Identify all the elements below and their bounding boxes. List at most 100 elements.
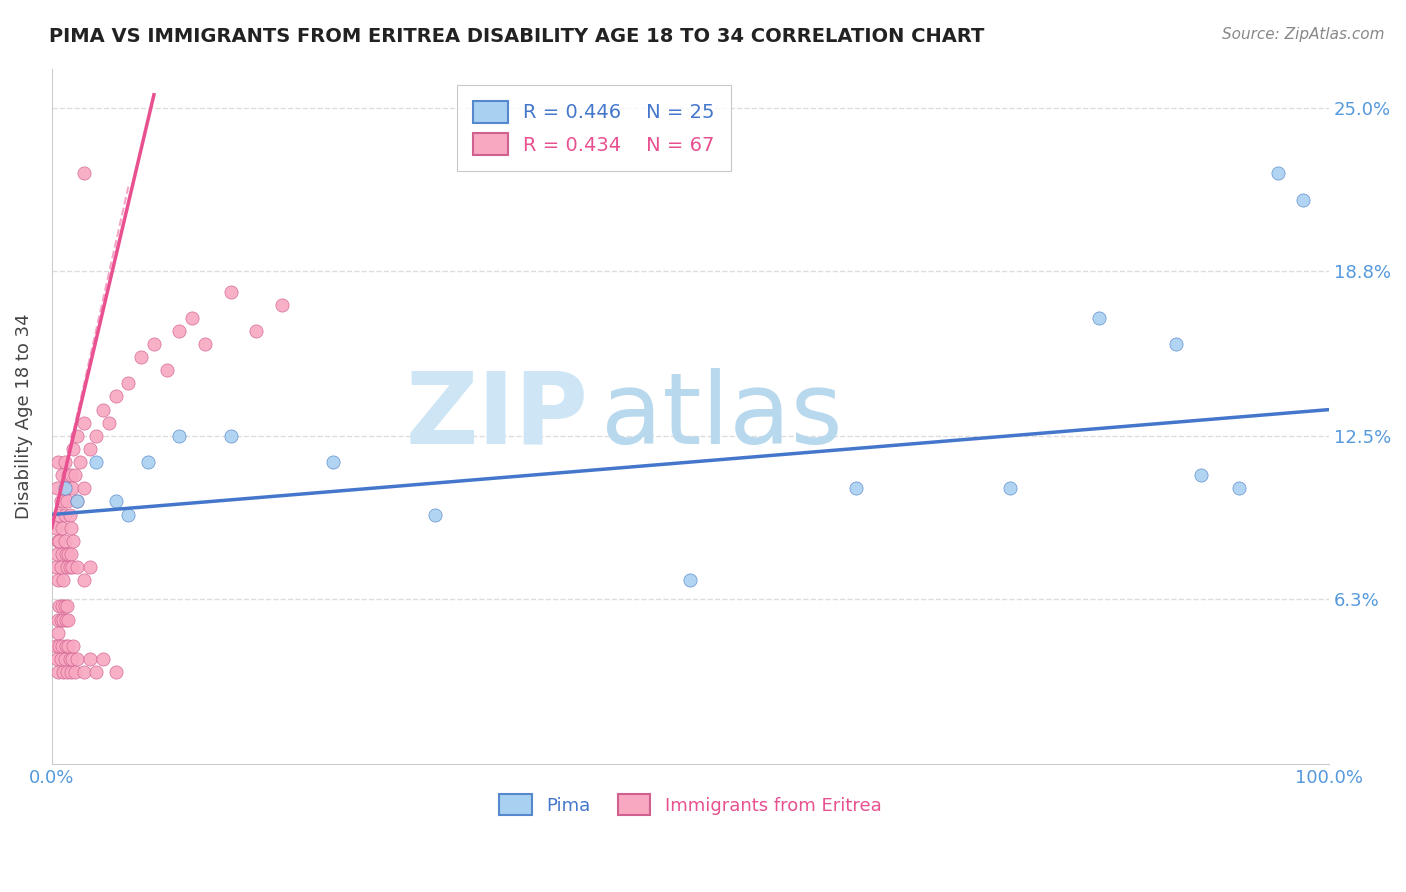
- Point: [117, 508, 139, 522]
- Point: [58, 613, 80, 627]
- Point: [1088, 310, 1111, 325]
- Point: [169, 429, 191, 443]
- Point: [998, 481, 1021, 495]
- Point: [49, 652, 72, 666]
- Point: [60, 560, 83, 574]
- Point: [117, 376, 139, 391]
- Point: [181, 310, 204, 325]
- Point: [104, 389, 127, 403]
- Point: [52, 494, 75, 508]
- Point: [845, 481, 868, 495]
- Point: [56, 599, 79, 614]
- Point: [59, 521, 82, 535]
- Point: [55, 547, 77, 561]
- Point: [59, 665, 82, 679]
- Text: PIMA VS IMMIGRANTS FROM ERITREA DISABILITY AGE 18 TO 34 CORRELATION CHART: PIMA VS IMMIGRANTS FROM ERITREA DISABILI…: [49, 27, 984, 45]
- Point: [1229, 481, 1251, 495]
- Point: [51, 599, 73, 614]
- Point: [63, 665, 86, 679]
- Point: [46, 533, 69, 548]
- Point: [59, 468, 82, 483]
- Point: [245, 324, 267, 338]
- Point: [73, 416, 96, 430]
- Legend: Pima, Immigrants from Eritrea: Pima, Immigrants from Eritrea: [491, 786, 890, 824]
- Point: [62, 639, 84, 653]
- Point: [66, 560, 89, 574]
- Point: [48, 533, 70, 548]
- Point: [58, 468, 80, 483]
- Point: [52, 613, 75, 627]
- Point: [86, 455, 108, 469]
- Point: [66, 494, 89, 508]
- Point: [169, 324, 191, 338]
- Point: [53, 455, 76, 469]
- Point: [49, 494, 72, 508]
- Point: [91, 402, 114, 417]
- Point: [69, 455, 91, 469]
- Point: [45, 481, 67, 495]
- Point: [48, 508, 70, 522]
- Point: [55, 639, 77, 653]
- Point: [58, 547, 80, 561]
- Point: [52, 665, 75, 679]
- Point: [129, 350, 152, 364]
- Point: [219, 285, 242, 299]
- Text: Source: ZipAtlas.com: Source: ZipAtlas.com: [1222, 27, 1385, 42]
- Point: [86, 429, 108, 443]
- Point: [104, 494, 127, 508]
- Point: [53, 652, 76, 666]
- Point: [55, 481, 77, 495]
- Point: [45, 652, 67, 666]
- Point: [59, 547, 82, 561]
- Point: [156, 363, 179, 377]
- Point: [56, 560, 79, 574]
- Point: [53, 599, 76, 614]
- Point: [79, 652, 101, 666]
- Point: [51, 639, 73, 653]
- Point: [73, 481, 96, 495]
- Point: [45, 560, 67, 574]
- Point: [51, 521, 73, 535]
- Point: [270, 298, 292, 312]
- Point: [45, 547, 67, 561]
- Point: [51, 547, 73, 561]
- Point: [59, 508, 82, 522]
- Point: [142, 337, 165, 351]
- Point: [58, 639, 80, 653]
- Point: [59, 560, 82, 574]
- Point: [73, 665, 96, 679]
- Point: [104, 665, 127, 679]
- Point: [60, 481, 83, 495]
- Y-axis label: Disability Age 18 to 34: Disability Age 18 to 34: [15, 313, 32, 519]
- Point: [48, 599, 70, 614]
- Point: [55, 613, 77, 627]
- Text: atlas: atlas: [600, 368, 842, 465]
- Point: [56, 665, 79, 679]
- Point: [48, 639, 70, 653]
- Text: ZIP: ZIP: [405, 368, 588, 465]
- Point: [423, 508, 446, 522]
- Point: [49, 613, 72, 627]
- Point: [49, 560, 72, 574]
- Point: [46, 455, 69, 469]
- Point: [53, 508, 76, 522]
- Point: [1164, 337, 1187, 351]
- Point: [46, 573, 69, 587]
- Point: [53, 533, 76, 548]
- Point: [62, 533, 84, 548]
- Point: [1292, 193, 1315, 207]
- Point: [66, 429, 89, 443]
- Point: [1267, 166, 1289, 180]
- Point: [59, 652, 82, 666]
- Point: [136, 455, 159, 469]
- Point: [45, 639, 67, 653]
- Point: [194, 337, 217, 351]
- Point: [53, 481, 76, 495]
- Point: [79, 560, 101, 574]
- Point: [86, 665, 108, 679]
- Point: [73, 573, 96, 587]
- Point: [56, 494, 79, 508]
- Point: [98, 416, 121, 430]
- Point: [45, 521, 67, 535]
- Point: [66, 494, 89, 508]
